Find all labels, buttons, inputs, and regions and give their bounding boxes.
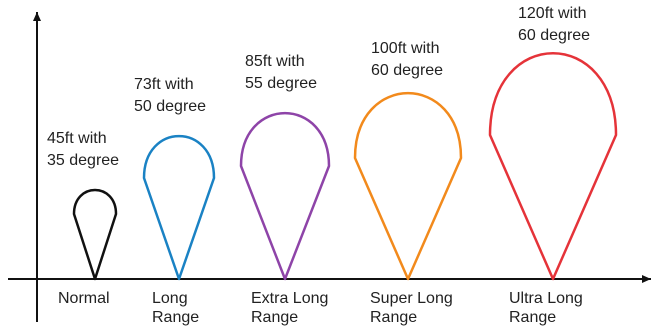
- extra-long-range-angle-text: 55 degree: [245, 75, 318, 92]
- normal-category-label: Normal: [58, 289, 110, 308]
- beam-shapes: [72, 52, 618, 281]
- super-long-range-spec-label: 100ft with 60 degree: [371, 38, 443, 82]
- extra-long-range-category-label: Extra Long Range: [251, 289, 328, 327]
- normal-angle-text: 35 degree: [47, 152, 120, 169]
- ultra-long-range-category-label: Ultra Long Range: [509, 289, 583, 327]
- normal-spec-label: 45ft with 35 degree: [47, 128, 119, 172]
- ultra-long-range-category-line1: Ultra Long: [509, 290, 583, 307]
- normal-category-line1: Normal: [58, 290, 110, 307]
- ultra-long-range-distance-text: 120ft with: [518, 5, 587, 22]
- long-range-category-label: Long Range: [152, 289, 199, 327]
- normal-beam-shape: [72, 189, 118, 281]
- long-range-category-line2: Range: [152, 309, 200, 326]
- ultra-long-range-angle-text: 60 degree: [518, 27, 591, 44]
- super-long-range-distance-text: 100ft with: [371, 40, 440, 57]
- extra-long-range-category-line1: Extra Long: [251, 290, 329, 307]
- extra-long-range-distance-text: 85ft with: [245, 53, 305, 70]
- super-long-range-category-line2: Range: [370, 309, 418, 326]
- super-long-range-beam-shape: [353, 92, 463, 281]
- long-range-spec-label: 73ft with 50 degree: [134, 74, 206, 118]
- long-range-beam-shape: [142, 134, 216, 281]
- ultra-long-range-category-line2: Range: [509, 309, 557, 326]
- long-range-distance-text: 73ft with: [134, 76, 194, 93]
- long-range-angle-text: 50 degree: [134, 98, 207, 115]
- super-long-range-category-line1: Super Long: [370, 290, 453, 307]
- ultra-long-range-spec-label: 120ft with 60 degree: [518, 3, 590, 47]
- normal-distance-text: 45ft with: [47, 130, 107, 147]
- super-long-range-angle-text: 60 degree: [371, 62, 444, 79]
- long-range-category-line1: Long: [152, 290, 188, 307]
- extra-long-range-category-line2: Range: [251, 309, 299, 326]
- ultra-long-range-beam-shape: [488, 52, 618, 281]
- extra-long-range-spec-label: 85ft with 55 degree: [245, 51, 317, 95]
- super-long-range-category-label: Super Long Range: [370, 289, 453, 327]
- extra-long-range-beam-shape: [239, 111, 331, 281]
